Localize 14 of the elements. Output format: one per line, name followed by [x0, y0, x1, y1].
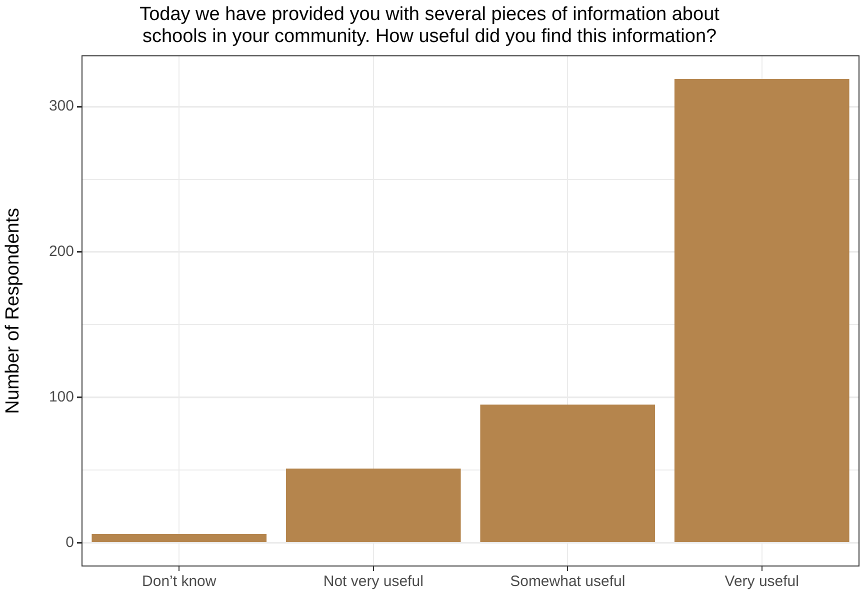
x-tick-label: Don’t know — [142, 573, 216, 590]
x-tick-label: Very useful — [724, 573, 799, 590]
bar — [480, 404, 656, 542]
chart-title: Today we have provided you with several pieces of information about schools in your community. How useful did you find this information? — [140, 4, 720, 48]
y-tick-label: 200 — [48, 243, 74, 260]
y-tick-label: 300 — [48, 98, 74, 115]
y-tick-label: 100 — [48, 388, 74, 406]
x-tick-label: Somewhat useful — [510, 573, 626, 590]
bar — [674, 78, 850, 542]
y-axis-title: Number of Respondents — [2, 208, 24, 414]
bar — [286, 468, 461, 542]
bar — [92, 534, 267, 542]
y-tick-label: 0 — [66, 534, 74, 551]
x-tick-label: Not very useful — [323, 573, 424, 590]
